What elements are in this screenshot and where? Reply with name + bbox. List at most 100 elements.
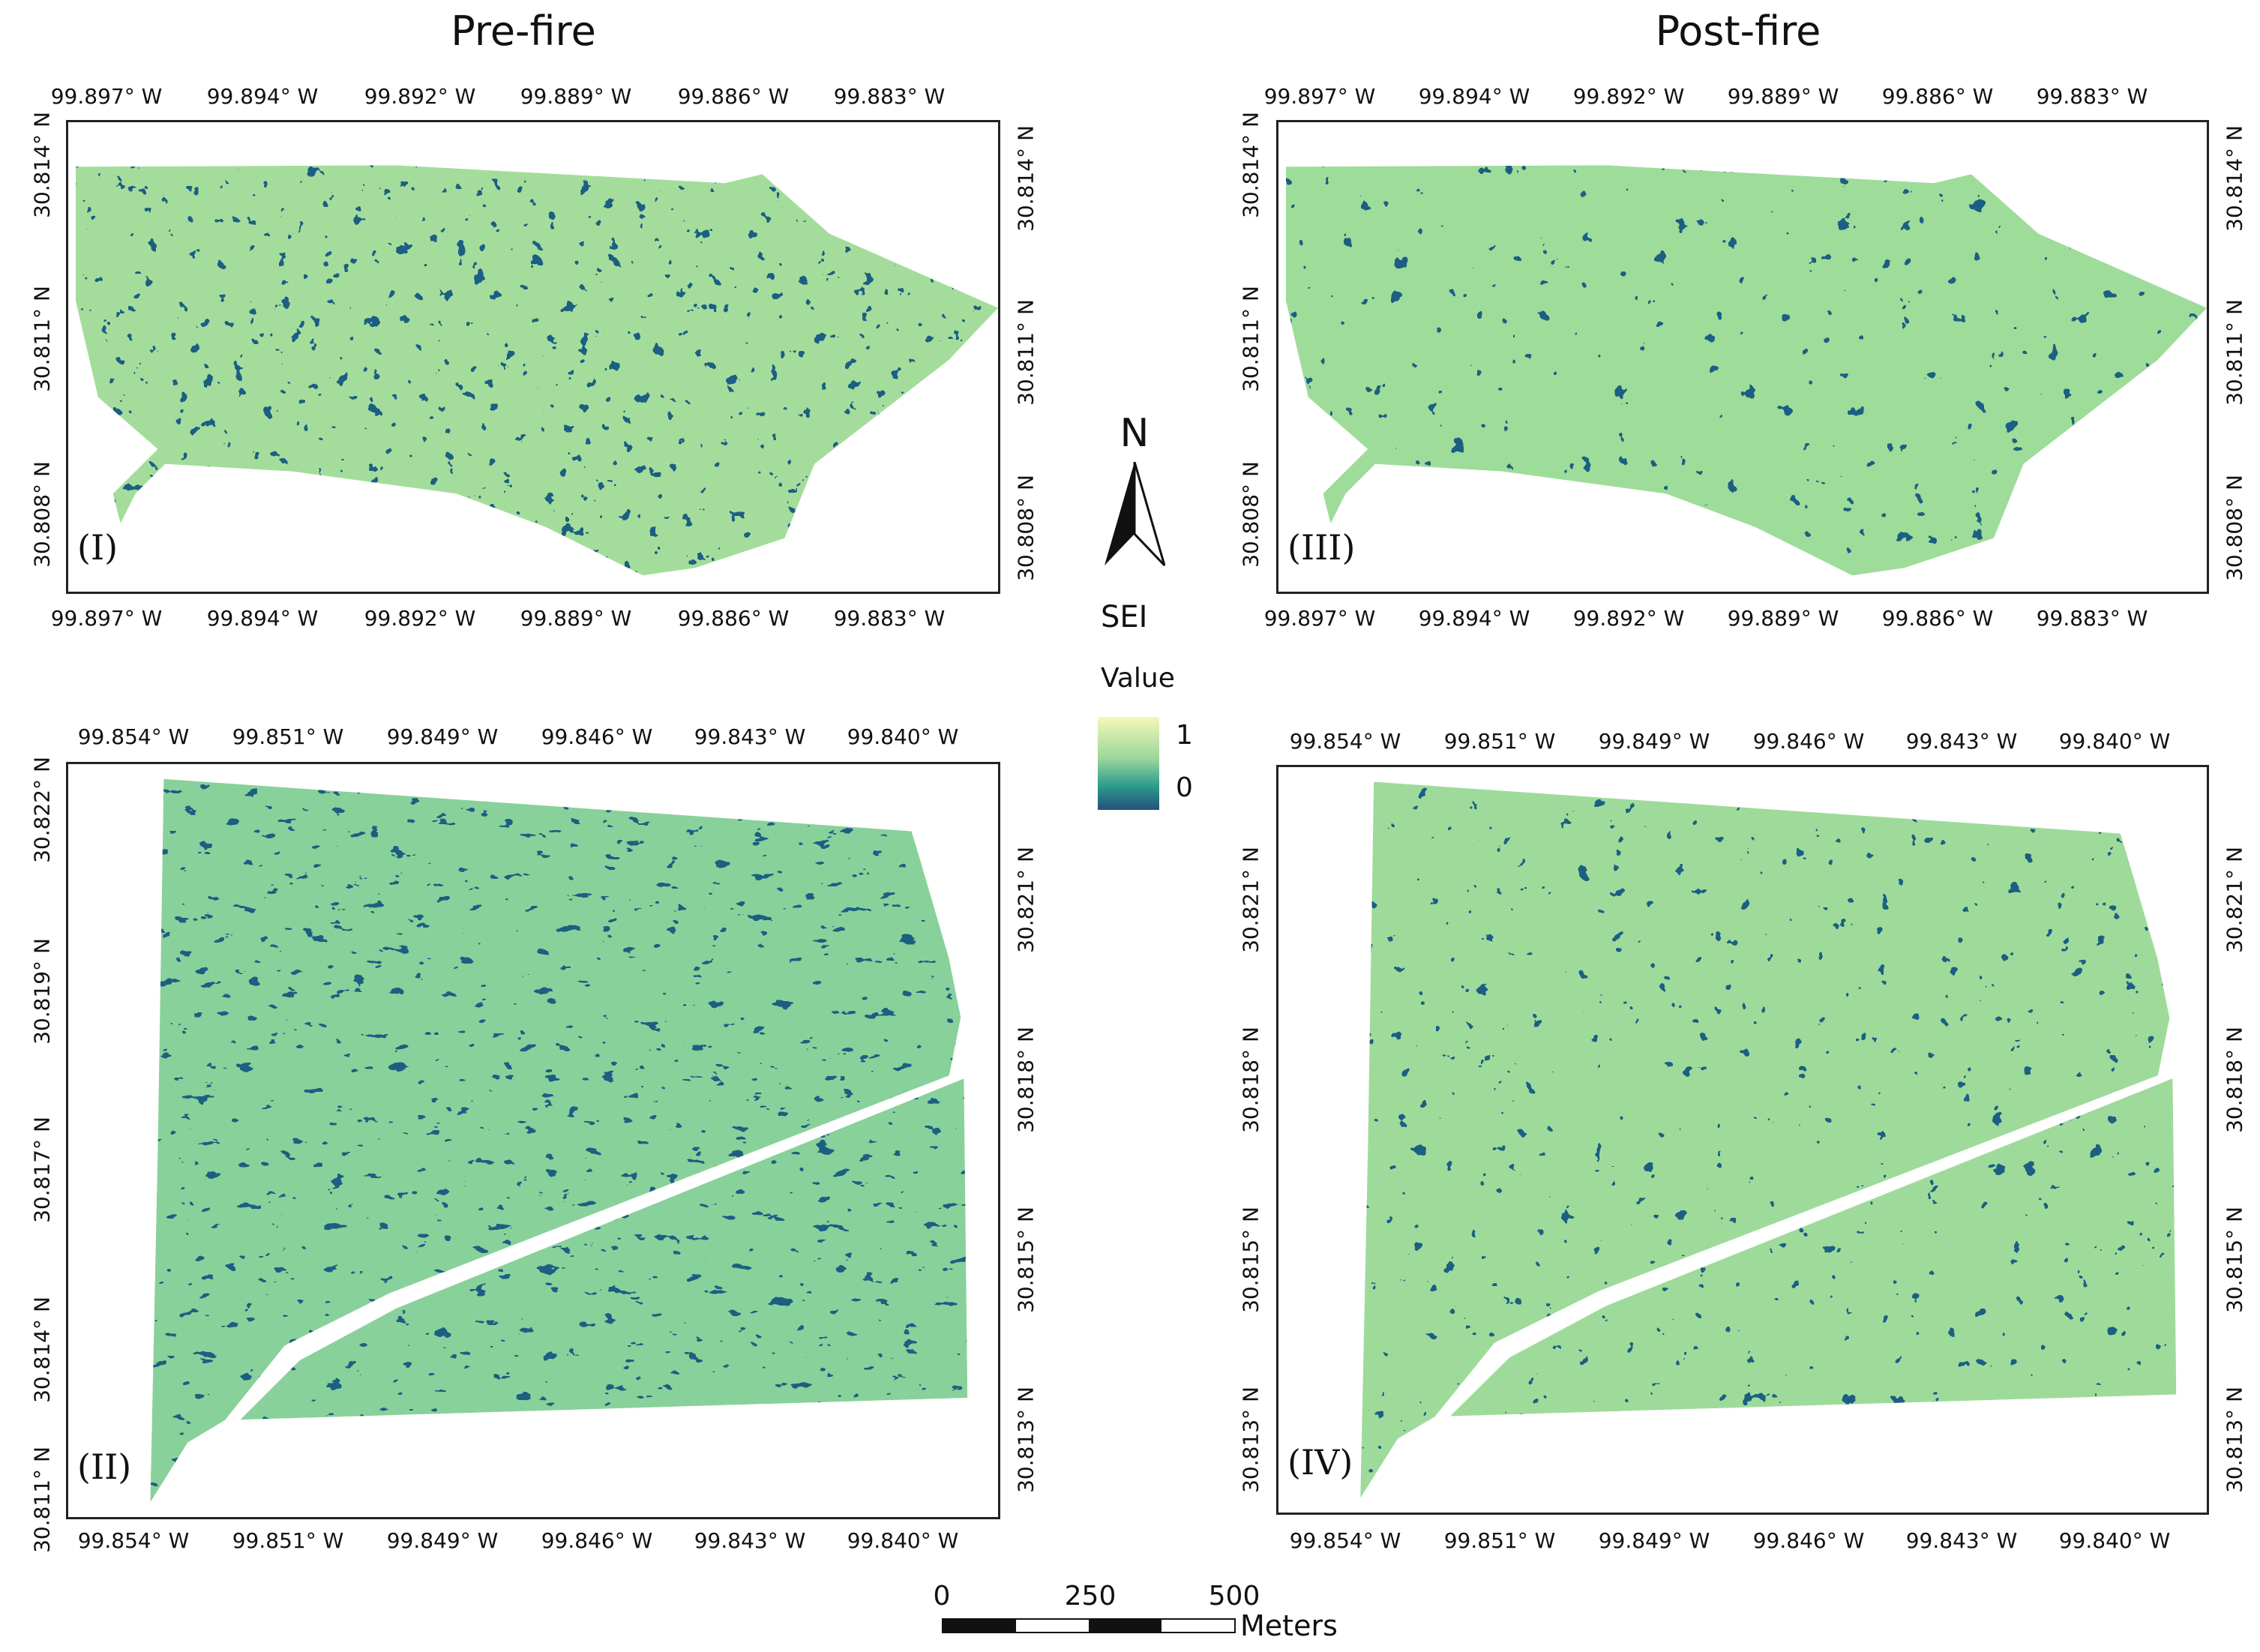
- lon-tick: 99.883° W: [2036, 606, 2148, 631]
- lon-tick: 99.889° W: [520, 606, 632, 631]
- lon-tick: 99.843° W: [694, 724, 806, 749]
- lon-tick: 99.849° W: [386, 1528, 499, 1553]
- panel-IV-map-frame: (IV): [1276, 765, 2209, 1515]
- north-arrow-icon: [1105, 462, 1166, 567]
- lat-tick: 30.811° N: [29, 1447, 55, 1553]
- scale-label-250: 250: [1064, 1581, 1117, 1612]
- lon-tick: 99.883° W: [833, 606, 946, 631]
- lat-tick: 30.811° N: [2222, 299, 2247, 406]
- lon-tick: 99.894° W: [1418, 84, 1530, 109]
- lon-tick: 99.883° W: [2036, 84, 2148, 109]
- lat-tick: 30.821° N: [2222, 847, 2247, 953]
- lon-tick: 99.894° W: [206, 606, 319, 631]
- lon-tick: 99.892° W: [364, 606, 476, 631]
- lat-tick: 30.821° N: [1013, 847, 1039, 953]
- lon-tick: 99.886° W: [677, 606, 790, 631]
- panel-I-sei-raster: [75, 165, 998, 576]
- lon-tick: 99.846° W: [1752, 1528, 1865, 1553]
- lat-tick: 30.822° N: [29, 757, 55, 863]
- lat-tick: 30.811° N: [1238, 286, 1263, 392]
- lat-tick: 30.814° N: [2222, 125, 2247, 232]
- lon-tick: 99.854° W: [1289, 729, 1401, 754]
- lat-tick: 30.819° N: [29, 938, 55, 1045]
- lon-tick: 99.892° W: [364, 84, 476, 109]
- lon-tick: 99.897° W: [1263, 606, 1376, 631]
- lon-tick: 99.843° W: [1905, 729, 2018, 754]
- panel-IV-sei-raster: [1360, 781, 2177, 1498]
- panel-II-road-gap: [224, 1069, 968, 1420]
- lon-tick: 99.889° W: [1727, 84, 1839, 109]
- legend-max-value: 1: [1176, 720, 1193, 751]
- lon-tick: 99.851° W: [232, 724, 344, 749]
- lon-tick: 99.897° W: [1263, 84, 1376, 109]
- lat-tick: 30.811° N: [1013, 299, 1039, 406]
- title-post-fire: Post-fire: [1655, 7, 1821, 55]
- north-arrow: N: [1101, 411, 1168, 568]
- lon-tick: 99.843° W: [694, 1528, 806, 1553]
- lat-tick: 30.813° N: [1013, 1387, 1039, 1493]
- lon-tick: 99.883° W: [833, 84, 946, 109]
- panel-IV-label: (IV): [1287, 1442, 1353, 1483]
- lon-tick: 99.886° W: [1881, 606, 1994, 631]
- north-arrow-letter: N: [1120, 411, 1149, 456]
- lon-tick: 99.851° W: [1443, 1528, 1556, 1553]
- lon-tick: 99.889° W: [1727, 606, 1839, 631]
- lat-tick: 30.818° N: [1013, 1027, 1039, 1133]
- lat-tick: 30.817° N: [29, 1117, 55, 1223]
- lon-tick: 99.854° W: [77, 724, 190, 749]
- lon-tick: 99.846° W: [541, 724, 653, 749]
- lat-tick: 30.814° N: [1238, 112, 1263, 218]
- lat-tick: 30.815° N: [1013, 1207, 1039, 1313]
- panel-I-label: (I): [77, 527, 118, 568]
- lat-tick: 30.814° N: [29, 1297, 55, 1403]
- lon-tick: 99.886° W: [677, 84, 790, 109]
- lon-tick: 99.849° W: [1598, 729, 1710, 754]
- lon-tick: 99.886° W: [1881, 84, 1994, 109]
- lon-tick: 99.846° W: [541, 1528, 653, 1553]
- lat-tick: 30.814° N: [1013, 125, 1039, 232]
- legend-title: SEI: [1101, 600, 1148, 634]
- panel-II-label: (II): [77, 1447, 132, 1487]
- panel-III-label: (III): [1287, 527, 1356, 568]
- lon-tick: 99.854° W: [77, 1528, 190, 1553]
- scale-label-0: 0: [933, 1581, 951, 1612]
- lat-tick: 30.821° N: [1238, 847, 1263, 953]
- title-pre-fire: Pre-fire: [451, 7, 596, 55]
- lon-tick: 99.849° W: [386, 724, 499, 749]
- scale-unit: Meters: [1240, 1609, 1338, 1642]
- panel-IV-road-gap: [1434, 1069, 2177, 1417]
- lat-tick: 30.813° N: [1238, 1387, 1263, 1493]
- lat-tick: 30.808° N: [1013, 475, 1039, 581]
- lon-tick: 99.851° W: [232, 1528, 344, 1553]
- lat-tick: 30.808° N: [29, 461, 55, 568]
- scale-label-500: 500: [1208, 1581, 1260, 1612]
- scale-bar: [942, 1618, 1236, 1633]
- lon-tick: 99.889° W: [520, 84, 632, 109]
- lon-tick: 99.892° W: [1572, 84, 1685, 109]
- panel-I-map-frame: (I): [66, 120, 1000, 594]
- lat-tick: 30.808° N: [1238, 461, 1263, 568]
- lon-tick: 99.840° W: [2058, 1528, 2171, 1553]
- lon-tick: 99.840° W: [847, 1528, 959, 1553]
- lat-tick: 30.813° N: [2222, 1387, 2247, 1493]
- lon-tick: 99.897° W: [50, 84, 163, 109]
- legend-min-value: 0: [1176, 772, 1193, 803]
- panel-II-map-frame: (II): [66, 762, 1000, 1519]
- panel-III-sei-raster: [1285, 165, 2207, 576]
- lon-tick: 99.851° W: [1443, 729, 1556, 754]
- lat-tick: 30.808° N: [2222, 475, 2247, 581]
- lat-tick: 30.815° N: [1238, 1207, 1263, 1313]
- lon-tick: 99.840° W: [2058, 729, 2171, 754]
- lon-tick: 99.892° W: [1572, 606, 1685, 631]
- lat-tick: 30.818° N: [2222, 1027, 2247, 1133]
- panel-III-map-frame: (III): [1276, 120, 2209, 594]
- lon-tick: 99.854° W: [1289, 1528, 1401, 1553]
- legend-color-ramp: [1098, 717, 1159, 810]
- panel-II-sei-raster: [150, 778, 968, 1503]
- lon-tick: 99.894° W: [206, 84, 319, 109]
- lon-tick: 99.849° W: [1598, 1528, 1710, 1553]
- lon-tick: 99.843° W: [1905, 1528, 2018, 1553]
- lat-tick: 30.815° N: [2222, 1207, 2247, 1313]
- lat-tick: 30.811° N: [29, 286, 55, 392]
- legend-subtitle: Value: [1101, 663, 1175, 694]
